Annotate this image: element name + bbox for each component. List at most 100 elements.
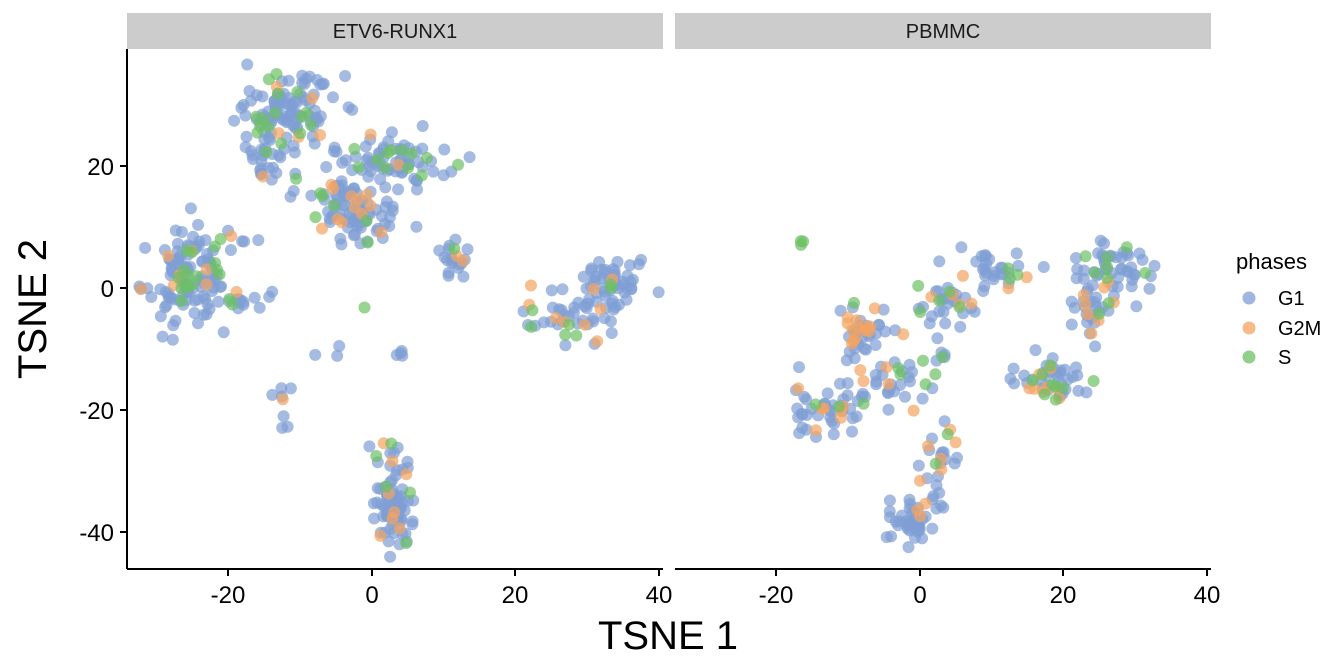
y-tick-20: 20	[87, 154, 127, 181]
scatter-point-g1	[1070, 272, 1083, 285]
scatter-point-g1	[284, 190, 297, 203]
scatter-point-g1	[598, 312, 611, 325]
scatter-point-s	[919, 378, 932, 391]
y-tick-m20: -20	[79, 398, 127, 425]
scatter-point-g1	[899, 390, 911, 403]
scatter-point-g1	[253, 301, 266, 314]
scatter-point-g1	[378, 500, 391, 513]
scatter-point-g2m	[591, 335, 604, 348]
scatter-point-g1	[625, 282, 638, 295]
scatter-point-g1	[978, 280, 991, 293]
scatter-point-s	[809, 398, 822, 411]
scatter-point-g1	[346, 103, 359, 116]
facet-strip-left-bg	[127, 13, 663, 49]
scatter-point-g1	[821, 387, 834, 400]
scatter-point-s	[1044, 359, 1057, 372]
scatter-point-s	[1011, 268, 1024, 281]
scatter-point-g1	[1110, 251, 1122, 264]
scatter-point-s	[1101, 271, 1114, 284]
scatter-point-g2m	[907, 404, 920, 417]
scatter-point-g2m	[386, 512, 399, 525]
scatter-point-g1	[217, 326, 230, 339]
scatter-point-g1	[978, 262, 991, 275]
scatter-point-g1	[595, 263, 608, 276]
scatter-point-g1	[240, 130, 253, 143]
x-tick-right-20: 20	[1050, 569, 1076, 609]
scatter-point-g1	[904, 375, 916, 388]
scatter-point-s	[1049, 393, 1062, 406]
scatter-point-g1	[411, 183, 423, 196]
scatter-point-g1	[384, 550, 397, 563]
scatter-point-s	[848, 296, 860, 309]
x-tick-label: 40	[646, 582, 673, 609]
scatter-point-g2m	[392, 158, 405, 171]
scatter-point-s	[175, 294, 188, 307]
scatter-point-g1	[237, 99, 250, 111]
scatter-point-g1	[192, 218, 205, 231]
scatter-point-s	[309, 211, 322, 224]
scatter-point-g1	[416, 120, 429, 132]
scatter-point-g2m	[272, 127, 285, 140]
x-tick-left-20: 20	[502, 569, 528, 609]
scatter-point-s	[214, 233, 227, 245]
scatter-point-g2m	[594, 303, 607, 316]
scatter-point-g2m	[919, 497, 932, 510]
scatter-point-g1	[438, 251, 451, 264]
scatter-point-g1	[1098, 237, 1110, 250]
scatter-point-s	[1002, 262, 1015, 275]
scatter-point-s	[953, 301, 966, 314]
scatter-point-g1	[359, 140, 372, 153]
scatter-point-g1	[166, 333, 179, 346]
scatter-point-s	[400, 537, 413, 549]
x-tick-left-m20: -20	[211, 569, 246, 609]
scatter-point-g2m	[525, 279, 537, 292]
scatter-point-g1	[1143, 282, 1156, 295]
scatter-point-s	[379, 161, 392, 174]
scatter-point-g1	[939, 317, 952, 330]
scatter-point-g1	[197, 308, 210, 321]
scatter-point-g2m	[852, 322, 865, 335]
scatter-point-g2m	[1079, 298, 1092, 311]
scatter-point-s	[1079, 250, 1092, 263]
scatter-point-s	[385, 437, 398, 450]
points-panel-etv6-runx1	[133, 58, 665, 563]
scatter-point-s	[402, 161, 415, 174]
scatter-point-g1	[284, 107, 297, 120]
y-tick-label: 20	[87, 154, 114, 181]
scatter-point-g1	[621, 269, 634, 282]
scatter-point-g1	[274, 151, 287, 164]
scatter-point-g1	[1012, 259, 1025, 272]
scatter-point-g2m	[256, 170, 269, 183]
scatter-point-g1	[793, 361, 805, 374]
scatter-point-g1	[241, 58, 254, 71]
scatter-point-g1	[191, 293, 204, 306]
scatter-point-g1	[282, 74, 295, 87]
scatter-point-g1	[344, 216, 357, 229]
scatter-point-g1	[139, 241, 152, 254]
scatter-point-g1	[248, 291, 261, 304]
facet-strip-right: PBMMC	[675, 13, 1211, 49]
scatter-point-g1	[199, 234, 212, 247]
scatter-point-g1	[889, 515, 902, 528]
scatter-point-g1	[841, 377, 854, 390]
scatter-point-g2m	[325, 178, 338, 191]
scatter-point-s	[936, 351, 949, 363]
x-tick-label: -20	[211, 582, 246, 609]
scatter-point-s	[327, 199, 340, 212]
scatter-point-s	[251, 126, 264, 139]
scatter-point-g1	[275, 382, 288, 395]
scatter-point-g1	[930, 502, 943, 515]
scatter-point-s	[358, 301, 371, 314]
scatter-point-g1	[916, 392, 929, 405]
scatter-point-g1	[379, 181, 392, 194]
scatter-point-g1	[606, 297, 619, 310]
scatter-point-g2m	[1020, 271, 1033, 284]
scatter-point-s	[559, 328, 572, 341]
scatter-point-s	[260, 146, 273, 158]
scatter-point-g1	[457, 270, 470, 283]
scatter-point-s	[943, 285, 956, 298]
scatter-point-s	[213, 268, 226, 281]
scatter-point-g2m	[578, 318, 591, 331]
scatter-point-g1	[348, 228, 361, 241]
scatter-point-g2m	[965, 297, 978, 310]
